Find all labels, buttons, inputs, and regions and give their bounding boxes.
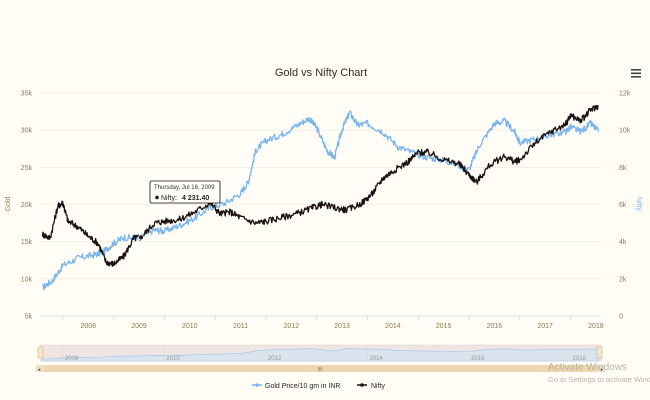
y-axis-right-ticks: 0 2k 4k 6k 8k 10k 12k xyxy=(619,91,631,321)
y-left-tick-label: 30k xyxy=(21,128,33,135)
y-left-tick-label: 5k xyxy=(25,314,33,321)
y-left-tick-label: 20k xyxy=(21,202,33,209)
grid-lines xyxy=(40,92,601,317)
tooltip-series-marker xyxy=(155,195,159,200)
scroll-left-arrow-icon[interactable]: ◂ xyxy=(38,367,41,373)
navigator[interactable]: 2008 2010 2012 2014 2016 2018 xyxy=(37,344,603,362)
scrollbar-thumb[interactable] xyxy=(44,365,597,372)
y-left-tick-label: 25k xyxy=(21,165,33,172)
navigator-ticks: 2008 2010 2012 2014 2016 2018 xyxy=(62,345,587,362)
x-tick-label: 2016 xyxy=(487,323,503,330)
navigator-tick-label: 2014 xyxy=(369,356,383,362)
navigator-series xyxy=(42,347,599,362)
tooltip-date: Thursday, Jul 16, 2009 xyxy=(154,185,215,191)
x-tick-label: 2009 xyxy=(131,323,147,330)
navigator-tick-label: 2008 xyxy=(65,356,79,362)
y-axis-right-label: Nifty xyxy=(635,197,642,212)
legend-item-gold[interactable]: Gold Price/10 gm in INR xyxy=(252,383,340,390)
x-tick-label: 2012 xyxy=(284,323,300,330)
y-right-tick-label: 4k xyxy=(619,239,627,246)
legend-label-gold: Gold Price/10 gm in INR xyxy=(265,383,340,390)
x-tick-label: 2018 xyxy=(588,323,604,330)
scrollbar-grip-icon: III xyxy=(318,367,322,373)
series-lines[interactable] xyxy=(41,104,600,291)
x-axis-ticks: 2008 2009 2010 2011 2012 2013 2014 2015 2016 2017… xyxy=(40,315,604,330)
x-tick-label: 2010 xyxy=(182,323,198,330)
y-right-tick-label: 10k xyxy=(619,128,631,135)
legend-label-nifty: Nifty xyxy=(371,383,386,390)
tooltip: Thursday, Jul 16, 2009 Nifty: 4 231.40 xyxy=(149,180,221,204)
y-left-tick-label: 35k xyxy=(21,91,33,98)
watermark-title: Activate Windows xyxy=(548,362,627,373)
y-right-tick-label: 2k xyxy=(619,276,627,283)
watermark-subtitle: Go to Settings to activate Windows. xyxy=(548,375,650,384)
navigator-tick-label: 2012 xyxy=(268,356,282,362)
y-left-tick-label: 10k xyxy=(21,276,33,283)
x-tick-label: 2015 xyxy=(436,323,452,330)
y-right-tick-label: 8k xyxy=(619,165,627,172)
navigator-tick-label: 2010 xyxy=(166,356,180,362)
x-tick-label: 2013 xyxy=(334,323,350,330)
x-tick-label: 2017 xyxy=(537,323,553,330)
chart-title: Gold vs Nifty Chart xyxy=(275,67,367,79)
navigator-tick-label: 2018 xyxy=(573,356,587,362)
tooltip-value: 4 231.40 xyxy=(182,195,209,202)
scrollbar[interactable]: III ◂ ▸ xyxy=(36,365,605,373)
hamburger-menu-icon[interactable] xyxy=(631,69,641,78)
x-tick-label: 2008 xyxy=(80,323,96,330)
y-left-tick-label: 15k xyxy=(21,239,33,246)
series-line-gold[interactable] xyxy=(42,110,600,291)
tooltip-series-name: Nifty: xyxy=(161,195,177,202)
navigator-series-gold xyxy=(42,347,599,362)
navigator-right-handle[interactable] xyxy=(596,346,603,359)
tooltip-hover-point xyxy=(138,234,144,241)
navigator-tick-label: 2016 xyxy=(471,356,485,362)
x-tick-label: 2014 xyxy=(385,323,401,330)
legend-item-nifty[interactable]: Nifty xyxy=(357,383,386,390)
y-axis-left-ticks: 5k 10k 15k 20k 25k 30k 35k xyxy=(21,91,33,321)
y-axis-left-label: Gold xyxy=(5,197,12,212)
x-tick-label: 2011 xyxy=(233,323,248,330)
navigator-left-handle[interactable] xyxy=(37,346,44,359)
y-right-tick-label: 6k xyxy=(619,202,627,209)
legend: Gold Price/10 gm in INR Nifty xyxy=(252,383,386,390)
series-line-nifty[interactable] xyxy=(41,104,599,267)
y-right-tick-label: 0 xyxy=(619,314,623,321)
scroll-right-arrow-icon[interactable]: ▸ xyxy=(601,367,604,373)
y-right-tick-label: 12k xyxy=(619,91,631,98)
